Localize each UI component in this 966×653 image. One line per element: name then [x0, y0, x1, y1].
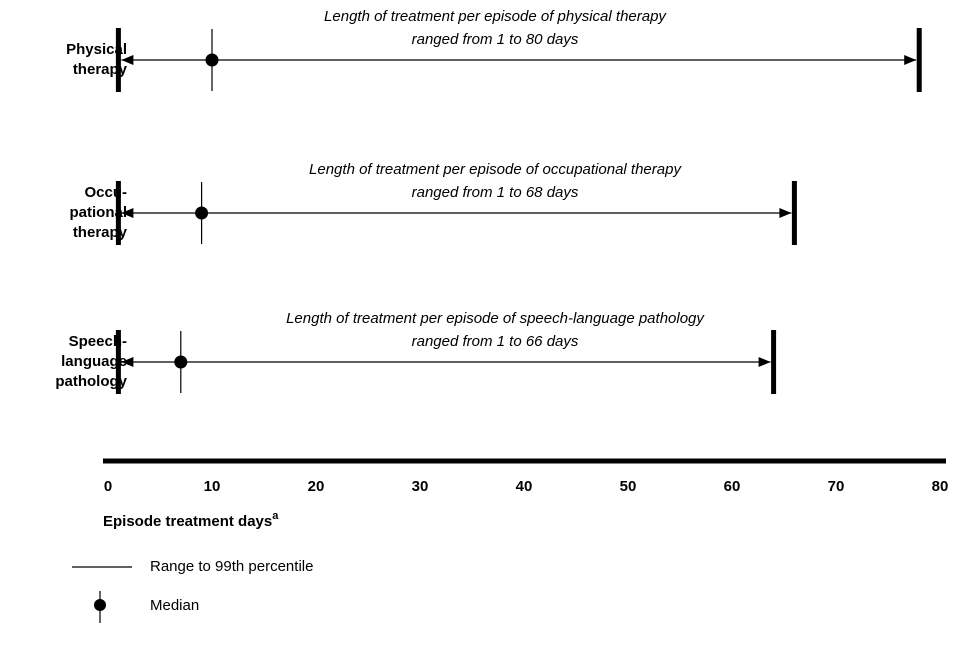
x-tick-label: 80	[932, 478, 949, 495]
arrowhead	[779, 208, 792, 218]
arrowhead	[121, 357, 134, 367]
arrowhead	[121, 208, 134, 218]
annotation: Length of treatment per episode of occup…	[309, 161, 682, 178]
arrowhead	[904, 55, 917, 65]
category-label: pathology	[55, 373, 127, 390]
annotation: ranged from 1 to 80 days	[412, 31, 579, 48]
legend-median-dot	[94, 599, 106, 611]
annotation: ranged from 1 to 66 days	[412, 333, 579, 350]
annotation: Length of treatment per episode of speec…	[286, 310, 705, 327]
annotation: Length of treatment per episode of physi…	[324, 8, 667, 25]
category-label: pational	[69, 204, 127, 221]
x-tick-label: 40	[516, 478, 533, 495]
legend-median-label: Median	[150, 597, 199, 614]
median-dot	[195, 206, 209, 220]
legend-range-label: Range to 99th percentile	[150, 558, 313, 575]
x-axis-label-sup: a	[272, 510, 279, 522]
median-dot	[205, 53, 219, 67]
arrowhead	[758, 357, 771, 367]
x-tick-label: 20	[308, 478, 325, 495]
category-label: Speech-	[69, 333, 127, 350]
median-dot	[174, 355, 188, 369]
x-tick-label: 0	[104, 478, 112, 495]
x-tick-label: 50	[620, 478, 637, 495]
category-label: therapy	[73, 61, 128, 78]
category-label: language	[61, 353, 127, 370]
arrowhead	[121, 55, 134, 65]
annotation: ranged from 1 to 68 days	[412, 184, 579, 201]
x-tick-label: 70	[828, 478, 845, 495]
category-label: therapy	[73, 224, 128, 241]
x-axis-label: Episode treatment daysa	[103, 510, 279, 530]
category-label: Physical	[66, 41, 127, 58]
x-tick-label: 30	[412, 478, 429, 495]
x-tick-label: 10	[204, 478, 221, 495]
x-tick-label: 60	[724, 478, 741, 495]
x-axis-label-text: Episode treatment days	[103, 513, 272, 530]
